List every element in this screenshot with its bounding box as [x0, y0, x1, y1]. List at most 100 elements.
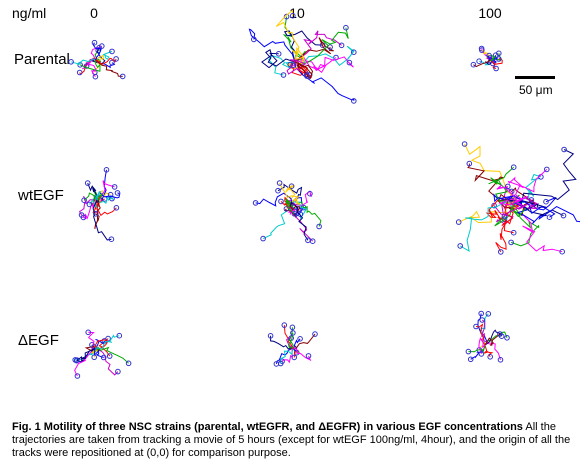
cell-track: [507, 149, 577, 204]
cell-track: [488, 166, 515, 202]
cell-track: [458, 199, 520, 224]
cell-track: [79, 59, 101, 72]
cell-track: [76, 347, 96, 362]
trajectory-panel-wtegf-0: [78, 167, 121, 242]
cell-track: [76, 347, 96, 363]
track-endpoint-marker: [486, 52, 492, 59]
trajectory-panel-degf-100: [465, 310, 510, 363]
track-endpoint-marker: [91, 39, 98, 46]
cell-track: [255, 192, 293, 207]
track-endpoint-marker: [119, 73, 126, 80]
caption-title: Fig. 1 Motility of three NSC strains (pa…: [12, 421, 523, 433]
track-endpoint-marker: [505, 183, 511, 190]
track-endpoint-marker: [473, 323, 479, 330]
track-endpoint-marker: [267, 333, 274, 339]
cell-track: [478, 337, 486, 355]
cell-track: [92, 199, 112, 241]
track-endpoint-marker: [487, 354, 494, 360]
track-endpoint-marker: [479, 47, 485, 53]
cell-track: [96, 191, 121, 201]
cell-track: [78, 195, 98, 216]
track-endpoint-marker: [113, 205, 120, 211]
cell-track: [507, 199, 580, 224]
track-endpoint-marker: [504, 335, 510, 341]
track-endpoint-marker: [510, 229, 517, 236]
track-endpoint-marker: [457, 243, 464, 249]
cell-track: [288, 201, 314, 242]
track-endpoint-marker: [559, 248, 566, 255]
track-endpoint-marker: [290, 12, 296, 19]
cell-track: [294, 45, 355, 66]
cell-track: [261, 49, 296, 69]
row-label-delta-egf: ΔEGF: [18, 332, 59, 349]
track-endpoint-marker: [108, 236, 115, 242]
track-endpoint-marker: [478, 310, 485, 317]
cell-track: [89, 190, 101, 209]
track-endpoint-marker: [109, 48, 115, 55]
trajectory-panel-wtegf-10: [252, 180, 322, 244]
track-endpoint-marker: [497, 331, 503, 337]
cell-track: [487, 54, 499, 61]
track-endpoint-marker: [125, 360, 132, 367]
cell-track: [294, 61, 314, 79]
track-endpoint-marker: [465, 348, 472, 355]
track-endpoint-marker: [305, 353, 312, 359]
trajectory-panel-parental-100: [470, 45, 503, 72]
track-endpoint-marker: [312, 331, 318, 337]
cell-track: [82, 199, 98, 220]
cell-track: [94, 334, 120, 350]
cell-track: [94, 346, 129, 364]
cell-track: [493, 193, 556, 218]
track-endpoint-marker: [461, 141, 468, 147]
track-endpoint-marker: [467, 356, 474, 363]
cell-track: [83, 192, 103, 201]
track-endpoint-marker: [307, 190, 313, 197]
track-endpoint-marker: [103, 167, 110, 173]
cell-track: [288, 332, 294, 349]
track-endpoint-marker: [86, 201, 93, 208]
trajectory-panel-degf-10: [267, 322, 318, 367]
track-endpoint-marker: [478, 351, 485, 357]
cell-track: [507, 169, 548, 201]
track-endpoint-marker: [252, 200, 259, 206]
track-endpoint-marker: [491, 202, 497, 209]
cell-track: [92, 42, 102, 61]
track-endpoint-marker: [291, 354, 298, 361]
track-endpoint-marker: [528, 197, 535, 203]
track-endpoint-marker: [275, 51, 282, 57]
scale-bar: [515, 76, 555, 79]
column-label-10: 10: [289, 5, 305, 21]
cell-track: [92, 198, 105, 213]
track-endpoint-marker: [68, 59, 74, 65]
track-endpoint-marker: [346, 59, 353, 66]
row-label-parental: Parental: [14, 51, 70, 68]
track-endpoint-marker: [109, 59, 115, 66]
cell-track: [285, 198, 295, 215]
track-endpoint-marker: [260, 235, 266, 242]
track-endpoint-marker: [76, 69, 83, 76]
track-endpoint-marker: [492, 52, 499, 59]
track-endpoint-marker: [289, 324, 296, 331]
cell-track: [467, 163, 509, 201]
track-endpoint-marker: [74, 373, 81, 379]
track-endpoint-marker: [343, 24, 349, 31]
cell-track: [496, 184, 529, 206]
track-endpoint-marker: [297, 336, 303, 342]
cell-track: [84, 346, 101, 352]
track-endpoint-marker: [485, 311, 492, 317]
track-endpoint-marker: [84, 180, 91, 186]
track-endpoint-marker: [470, 61, 477, 68]
track-endpoint-marker: [498, 249, 504, 255]
trajectory-panel-degf-0: [72, 329, 132, 379]
track-endpoint-marker: [83, 63, 90, 69]
cell-track: [289, 201, 309, 241]
track-endpoint-marker: [291, 211, 298, 217]
track-endpoint-marker: [100, 354, 107, 361]
track-endpoint-marker: [351, 49, 357, 56]
track-endpoint-marker: [276, 180, 283, 186]
cell-track: [484, 333, 501, 347]
trajectory-panel-parental-10: [248, 9, 357, 104]
track-endpoint-marker: [497, 357, 504, 363]
track-endpoint-marker: [327, 44, 333, 50]
cell-track: [74, 347, 96, 377]
